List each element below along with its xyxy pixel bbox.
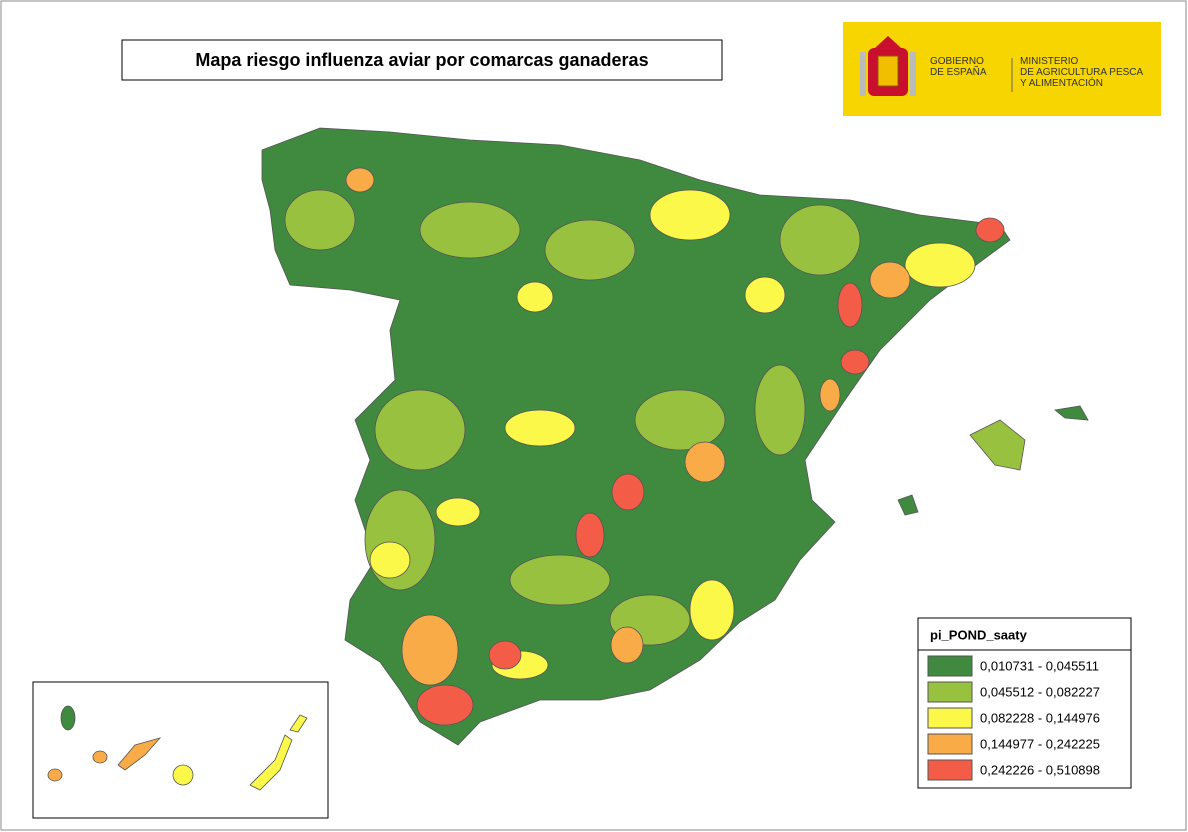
- region: [436, 498, 480, 526]
- legend-swatch: [928, 656, 972, 676]
- region: [745, 277, 785, 313]
- logo-text: Y ALIMENTACIÓN: [1020, 76, 1103, 89]
- legend-swatch: [928, 682, 972, 702]
- region: [841, 350, 869, 374]
- region: [838, 283, 862, 327]
- region: [545, 220, 635, 280]
- region: [402, 615, 458, 685]
- legend-label: 0,010731 - 0,045511: [980, 658, 1099, 673]
- region: [489, 641, 521, 669]
- region: [650, 190, 730, 240]
- region: [420, 202, 520, 258]
- island: [93, 751, 107, 763]
- region: [612, 474, 644, 510]
- logo-text: DE ESPAÑA: [930, 65, 987, 78]
- region: [685, 442, 725, 482]
- region: [870, 262, 910, 298]
- logo-text: DE AGRICULTURA PESCA: [1020, 67, 1144, 78]
- region: [755, 365, 805, 455]
- legend-label: 0,144977 - 0,242225: [980, 736, 1100, 751]
- region: [690, 580, 734, 640]
- island: [173, 765, 193, 785]
- region: [285, 190, 355, 250]
- region: [820, 379, 840, 411]
- region: [417, 685, 473, 725]
- legend-label: 0,082228 - 0,144976: [980, 710, 1100, 725]
- legend-swatch: [928, 708, 972, 728]
- region: [780, 205, 860, 275]
- legend-swatch: [928, 734, 972, 754]
- region: [976, 218, 1004, 242]
- island: [48, 769, 62, 781]
- region: [510, 555, 610, 605]
- region: [905, 243, 975, 287]
- region: [375, 390, 465, 470]
- logo-text: MINISTERIO: [1020, 56, 1079, 67]
- region: [346, 168, 374, 192]
- map-canvas: Mapa riesgo influenza aviar por comarcas…: [0, 0, 1188, 832]
- legend-label: 0,242226 - 0,510898: [980, 762, 1100, 777]
- logo-text: GOBIERNO: [930, 56, 984, 67]
- island: [61, 706, 75, 730]
- region: [635, 390, 725, 450]
- legend-title: pi_POND_saaty: [930, 627, 1028, 642]
- region: [576, 513, 604, 557]
- region: [505, 410, 575, 446]
- region: [517, 282, 553, 312]
- region: [611, 627, 643, 663]
- region: [370, 542, 410, 578]
- legend-label: 0,045512 - 0,082227: [980, 684, 1100, 699]
- legend-swatch: [928, 760, 972, 780]
- title: Mapa riesgo influenza aviar por comarcas…: [195, 50, 648, 70]
- page: Mapa riesgo influenza aviar por comarcas…: [0, 0, 1188, 832]
